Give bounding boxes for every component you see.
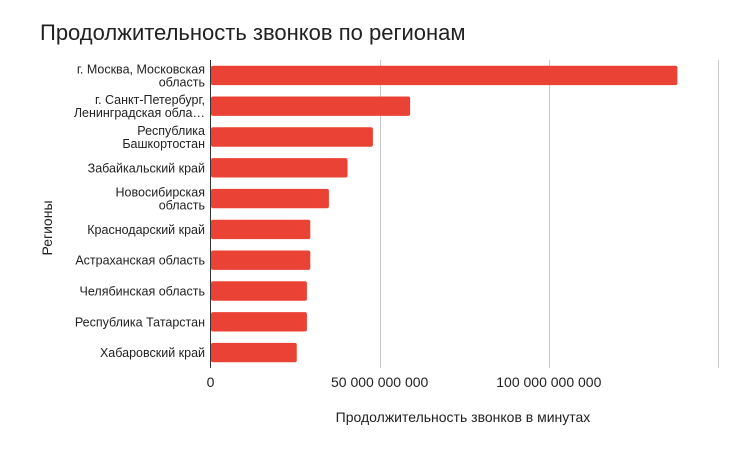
x-tick-label-2: 100 000 000 000 xyxy=(496,374,601,390)
category-label-1: г. Санкт-Петербург, Ленинградская обла… xyxy=(74,93,205,120)
category-label-2: Республика Башкортостан xyxy=(122,124,205,151)
bar-4 xyxy=(211,188,329,209)
x-tick-label-1: 50 000 000 000 xyxy=(331,374,429,390)
chart-title: Продолжительность звонков по регионам xyxy=(40,20,466,45)
category-label-9: Хабаровский край xyxy=(100,346,205,360)
category-label-0: г. Москва, Московская область xyxy=(77,62,205,89)
category-label-4: Новосибирская область xyxy=(116,186,205,213)
x-tick-label-0: 0 xyxy=(207,374,215,390)
bar-2 xyxy=(211,127,373,147)
category-label-8: Республика Татарстан xyxy=(75,315,205,329)
gridlines xyxy=(380,60,719,368)
bar-7 xyxy=(211,281,307,301)
bar-3 xyxy=(211,158,348,178)
bar-9 xyxy=(211,342,297,363)
x-tick-labels: 0 50 000 000 000 100 000 000 000 xyxy=(207,374,602,390)
bar-1 xyxy=(211,96,411,116)
bar-6 xyxy=(211,250,311,270)
bar-8 xyxy=(211,312,307,332)
category-label-3: Забайкальский край xyxy=(88,161,205,175)
y-axis-title: Регионы xyxy=(39,200,55,255)
category-labels: г. Москва, Московская область г. Санкт-Пет… xyxy=(74,62,205,360)
category-label-5: Краснодарский край xyxy=(87,223,205,237)
category-label-7: Челябинская область xyxy=(80,285,205,299)
x-axis-title: Продолжительность звонков в минутах xyxy=(336,409,591,425)
bars xyxy=(211,65,678,363)
bar-0 xyxy=(211,65,678,86)
bar-5 xyxy=(211,219,311,240)
category-label-6: Астраханская область xyxy=(75,254,205,268)
